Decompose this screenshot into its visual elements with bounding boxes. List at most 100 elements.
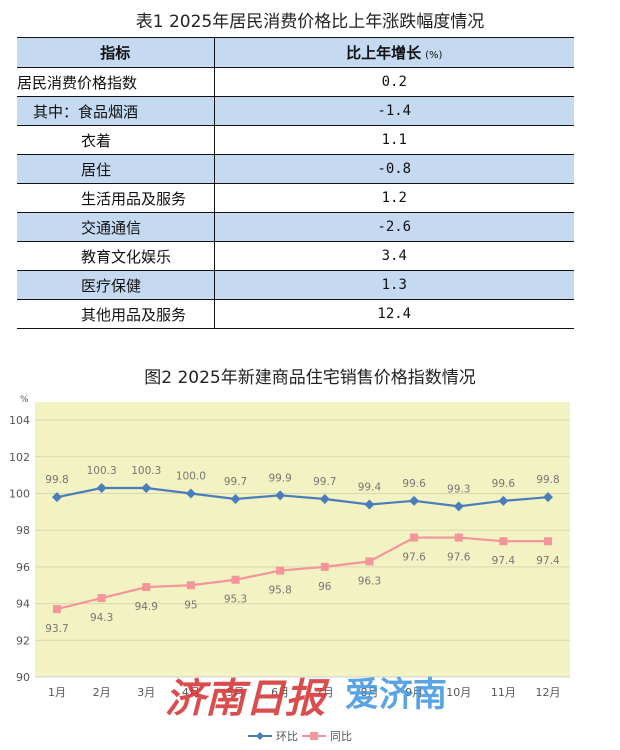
row-value: -1.4 [214,96,574,126]
data-label: 96.3 [358,575,381,587]
row-value: 1.1 [214,125,574,155]
header-indicator: 指标 [17,37,215,68]
y-tick-label: 98 [16,524,30,537]
grid-lines [35,419,570,678]
header-unit: (%) [425,50,443,61]
y-tick-label: 104 [9,414,30,427]
data-label: 99.7 [313,476,336,488]
diamond-marker-icon [275,490,286,501]
square-marker-icon [544,537,552,546]
square-marker-icon [276,566,285,575]
data-label: 99.7 [224,476,247,488]
row-label: 教育文化娱乐 [17,241,215,271]
y-tick-label: 92 [16,634,30,647]
data-label: 100.3 [131,465,161,477]
x-tick-label: 11月 [491,686,516,699]
row-value: -2.6 [214,212,574,242]
diamond-marker-icon [319,494,330,505]
legend-mom: 环比 [276,730,298,743]
table-row: 其中：食品烟酒 -1.4 [17,96,574,126]
square-marker-icon [186,581,195,590]
table-row: 交通通信 -2.6 [17,212,574,242]
data-label: 99.4 [358,482,382,494]
x-tick-label: 9月 [405,686,423,699]
y-tick-label: 100 [9,488,30,501]
row-label: 生活用品及服务 [17,183,215,213]
square-marker-icon [142,583,151,592]
watermark-ai-jinan: 爱济南 [345,675,447,715]
chart-title: 图2 2025年新建商品住宅销售价格指数情况 [144,368,476,388]
header-growth: 比上年增长 (%) [214,37,574,68]
square-marker-icon [320,562,329,571]
data-label: 99.8 [536,474,559,486]
square-marker-icon [499,537,508,546]
table-row: 医疗保健 1.3 [17,270,574,300]
diamond-marker-icon [543,492,553,503]
x-tick-label: 10月 [446,686,471,699]
data-label: 95.3 [224,594,247,606]
chart-series: 99.8 100.3 100.3 100.0 99.7 99.9 99.7 99.4 99.6 9… [45,465,560,635]
line-chart: 90 92 94 96 98 100 102 104 % 1月 2月 3月 4月 5月 6月 7月 8月 9月… [9,395,570,743]
row-value: 12.4 [214,299,574,329]
row-value: 0.2 [214,67,574,97]
x-tick-label: 6月 [271,686,289,699]
y-tick-label: 102 [9,451,30,464]
diamond-marker-icon [364,499,375,510]
row-value: 1.3 [214,270,574,300]
diamond-marker-icon [230,494,241,505]
table-row: 衣着 1.1 [17,125,574,155]
square-marker-icon [365,557,374,566]
data-label: 99.6 [492,478,516,490]
row-value: 1.2 [214,183,574,213]
legend-diamond-icon [256,732,264,740]
data-label: 97.6 [402,552,426,564]
diamond-marker-icon [185,488,196,499]
table-row: 生活用品及服务 1.2 [17,183,574,213]
x-tick-label: 7月 [316,686,334,699]
y-unit-label: % [20,395,29,405]
data-label: 97.6 [447,552,471,564]
series-mom: 99.8 100.3 100.3 100.0 99.7 99.9 99.7 99.4 99.6 9… [45,465,560,512]
data-label: 93.7 [45,623,68,635]
data-label: 96 [318,581,332,593]
data-label: 94.3 [90,612,113,624]
y-tick-label: 94 [16,598,30,611]
row-label: 交通通信 [17,212,215,242]
chart-legend: 环比 同比 [248,730,352,743]
data-label: 97.4 [536,555,560,567]
watermark-jinan-daily: 济南日报 [165,675,330,722]
legend-yoy: 同比 [330,730,352,743]
row-label: 居住 [17,154,215,184]
diamond-marker-icon [498,495,509,506]
table-title: 表1 2025年居民消费价格比上年涨跌幅度情况 [135,12,485,32]
square-marker-icon [454,533,463,542]
diamond-marker-icon [52,492,62,503]
table-row: 居民消费价格指数 0.2 [17,67,574,97]
x-tick-label: 3月 [137,686,155,699]
square-marker-icon [53,605,61,614]
diamond-marker-icon [141,482,152,493]
row-label: 其他用品及服务 [17,299,215,329]
legend-square-icon [310,732,318,740]
x-tick-label: 2月 [93,686,111,699]
diamond-marker-icon [409,495,420,506]
table-header-row: 指标 比上年增长 (%) [17,37,574,68]
row-label: 医疗保健 [17,270,215,300]
x-tick-label: 8月 [360,686,378,699]
x-tick-label: 12月 [536,686,561,699]
data-label: 94.9 [135,601,158,613]
data-label: 100.3 [87,465,117,477]
y-tick-label: 96 [16,561,30,574]
x-tick-label: 1月 [48,686,66,699]
data-label: 95 [184,599,197,611]
square-marker-icon [231,575,240,584]
row-label: 居民消费价格指数 [17,67,215,97]
y-axis: 90 92 94 96 98 100 102 104 [9,414,30,684]
data-label: 99.6 [402,478,426,490]
x-tick-label: 4月 [182,686,200,699]
diamond-marker-icon [453,501,464,512]
y-tick-label: 90 [16,671,30,684]
data-label: 100.0 [176,471,206,483]
square-marker-icon [410,533,419,542]
table-row: 教育文化娱乐 3.4 [17,241,574,271]
